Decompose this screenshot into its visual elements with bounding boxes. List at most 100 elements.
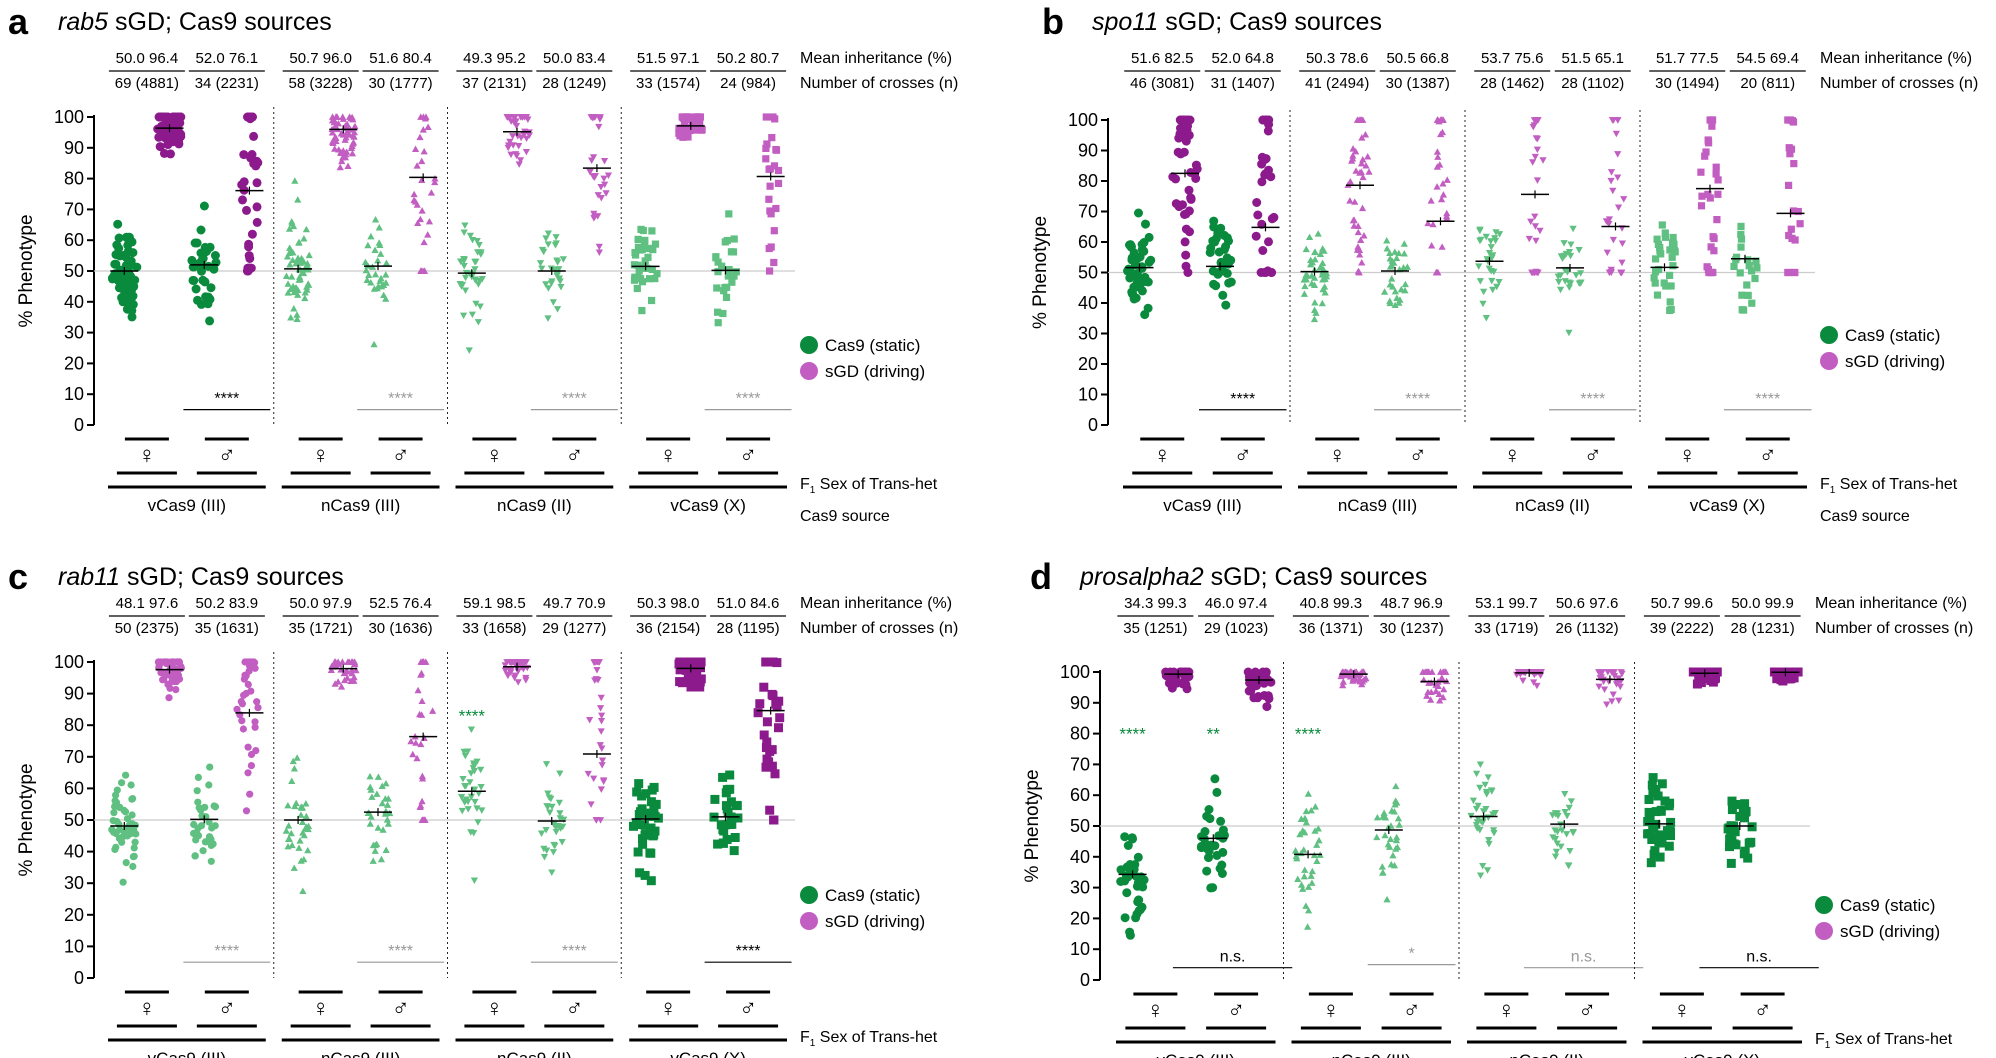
static-point bbox=[725, 820, 734, 829]
static-point bbox=[121, 252, 131, 262]
static-point bbox=[1555, 278, 1563, 286]
driving-point bbox=[515, 161, 523, 168]
static-point bbox=[1552, 848, 1561, 856]
static-point bbox=[722, 835, 732, 844]
crosses-value: 37 (2131) bbox=[462, 75, 526, 92]
driving-point bbox=[244, 251, 254, 261]
driving-point bbox=[766, 267, 774, 275]
static-point bbox=[646, 876, 656, 886]
static-point bbox=[1727, 836, 1737, 846]
static-point bbox=[1655, 830, 1664, 840]
y-tick-label: 20 bbox=[1078, 354, 1098, 374]
driving-point bbox=[1706, 194, 1714, 202]
male-symbol: ♂ bbox=[739, 442, 757, 469]
driving-point bbox=[598, 757, 607, 765]
driving-point bbox=[513, 152, 521, 160]
static-point bbox=[297, 857, 305, 864]
static-point bbox=[1565, 279, 1573, 286]
driving-point bbox=[1536, 227, 1544, 235]
driving-point bbox=[509, 659, 517, 666]
driving-point bbox=[675, 665, 685, 675]
static-point bbox=[1737, 230, 1745, 238]
mean-inheritance-value: 52.5 76.4 bbox=[369, 595, 432, 612]
driving-point bbox=[417, 267, 425, 274]
static-point bbox=[206, 763, 214, 771]
static-point bbox=[1391, 248, 1399, 255]
driving-point bbox=[503, 671, 511, 678]
static-point bbox=[725, 210, 733, 218]
driving-point bbox=[1600, 686, 1609, 693]
static-point bbox=[1666, 298, 1674, 306]
static-point bbox=[369, 841, 378, 849]
legend-label: Cas9 (static) bbox=[825, 336, 920, 355]
static-point bbox=[295, 239, 303, 246]
static-point bbox=[644, 811, 654, 821]
driving-point bbox=[1251, 231, 1261, 241]
driving-point bbox=[1607, 177, 1615, 185]
driving-point bbox=[1176, 149, 1186, 159]
static-point bbox=[1400, 240, 1408, 247]
static-point bbox=[1740, 799, 1750, 809]
static-point bbox=[1390, 808, 1398, 815]
driving-point bbox=[522, 135, 531, 143]
mean-inheritance-label: Mean inheritance (%) bbox=[800, 595, 952, 612]
static-point bbox=[471, 798, 479, 806]
static-point bbox=[284, 842, 292, 850]
f1-rest: Sex of Trans-het bbox=[1835, 476, 1957, 493]
driving-point bbox=[237, 698, 245, 706]
static-point bbox=[632, 787, 642, 797]
static-point bbox=[1388, 275, 1396, 282]
static-point bbox=[1390, 861, 1399, 869]
static-point bbox=[1657, 250, 1665, 258]
static-point bbox=[1386, 263, 1395, 270]
driving-point bbox=[772, 146, 780, 154]
crosses-value: 39 (2222) bbox=[1650, 620, 1714, 637]
driving-point bbox=[242, 205, 251, 215]
static-point bbox=[542, 827, 550, 834]
driving-point bbox=[348, 113, 356, 121]
static-point bbox=[1315, 836, 1323, 844]
static-point bbox=[1670, 240, 1678, 248]
y-tick-label: 70 bbox=[1078, 202, 1098, 222]
driving-point bbox=[163, 137, 173, 147]
static-point bbox=[302, 799, 310, 807]
static-point bbox=[132, 262, 142, 272]
static-point bbox=[1389, 851, 1397, 859]
static-point bbox=[1388, 257, 1396, 264]
static-point bbox=[1563, 269, 1572, 276]
static-point bbox=[1116, 865, 1126, 875]
static-point bbox=[287, 285, 295, 293]
driving-point bbox=[419, 816, 427, 823]
driving-point bbox=[1429, 220, 1437, 228]
significance-label: **** bbox=[562, 391, 587, 408]
static-point bbox=[1373, 833, 1381, 841]
y-tick-label: 50 bbox=[1070, 816, 1090, 836]
y-tick-label: 100 bbox=[1060, 662, 1090, 682]
driving-point bbox=[347, 677, 355, 685]
static-point bbox=[459, 775, 467, 783]
driving-point bbox=[695, 677, 705, 687]
static-point bbox=[546, 809, 554, 817]
driving-point bbox=[159, 148, 169, 158]
static-point bbox=[551, 242, 560, 249]
static-point bbox=[457, 258, 465, 266]
static-point bbox=[1487, 244, 1495, 251]
static-point bbox=[1482, 806, 1490, 813]
driving-point bbox=[1428, 242, 1436, 249]
static-point bbox=[1649, 849, 1659, 859]
static-point bbox=[1311, 803, 1319, 810]
crosses-value: 30 (1494) bbox=[1655, 75, 1719, 92]
static-point bbox=[1301, 282, 1309, 290]
legend-swatch bbox=[1815, 922, 1833, 940]
static-point bbox=[1313, 857, 1321, 865]
static-point bbox=[287, 314, 295, 321]
static-point bbox=[1567, 241, 1575, 248]
legend-swatch bbox=[800, 886, 818, 904]
driving-point bbox=[524, 116, 532, 124]
static-point bbox=[293, 315, 301, 322]
static-point bbox=[130, 844, 138, 852]
y-tick-label: 20 bbox=[64, 905, 84, 925]
static-point bbox=[1469, 797, 1478, 805]
static-point bbox=[649, 830, 659, 840]
driving-point bbox=[763, 140, 771, 148]
